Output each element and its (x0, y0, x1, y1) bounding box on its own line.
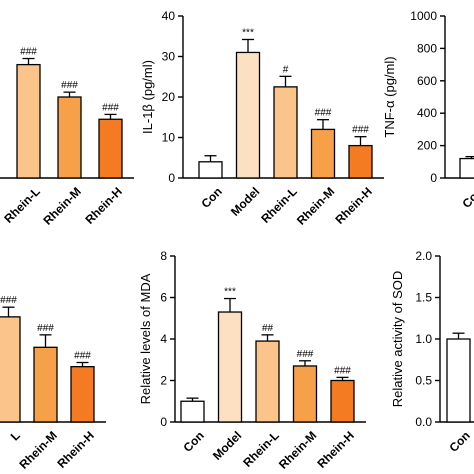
significance-label: *** (242, 27, 254, 38)
x-tick-label: Rhein-H (332, 184, 374, 226)
bar (198, 161, 223, 179)
chart-panel-bottom-right: 0.0 0.5 1.0 1.5 2.0 Relative activity of SOD C… (390, 249, 474, 455)
y-tick-label: 8 (160, 249, 167, 263)
x-tick-label: Rhein-M (40, 184, 83, 227)
chart-panel-bottom-middle: 0 2 4 6 8 Relative levels of MDA Con *** Model ##… (138, 249, 366, 472)
x-tick-label: Rhein-L (1, 184, 42, 225)
x-tick-label: Rhein-H (314, 428, 356, 470)
bar (33, 346, 58, 423)
y-tick-label: 800 (417, 41, 437, 55)
x-tick-label: Rhein-M (294, 184, 337, 227)
y-tick-label: 1000 (410, 9, 437, 23)
y-axis-label: Relative levels of MDA (138, 273, 153, 404)
bar (273, 86, 298, 179)
x-tick-label: Rhein-M (16, 428, 59, 471)
y-tick-label: 6 (160, 291, 167, 305)
y-tick-label: 0 (160, 415, 167, 429)
bar (330, 379, 355, 423)
y-tick-label: 200 (417, 139, 437, 153)
bar (217, 311, 243, 423)
bar (310, 128, 336, 179)
significance-label: ### (61, 80, 78, 91)
bar (16, 63, 41, 179)
y-tick-label: 0.5 (415, 374, 432, 388)
x-tick-label: Model (228, 184, 262, 218)
bar (446, 338, 471, 423)
bar (235, 51, 261, 179)
significance-label: ### (352, 125, 369, 136)
x-tick-label: Rhein-L (240, 428, 281, 469)
chart-panel-top-left: ### Rhein-L ### Rhein-M ### Rhein-H (0, 47, 134, 228)
significance-label: ### (74, 351, 91, 362)
significance-label: ### (315, 108, 332, 119)
y-tick-label: 2 (160, 374, 167, 388)
significance-label: ### (102, 102, 119, 113)
bar (70, 366, 95, 423)
x-tick-label: Rhein-H (82, 184, 124, 226)
y-tick-label: 20 (162, 90, 176, 104)
chart-panel-top-middle: 0 10 20 30 40 IL-1β (pg/ml) Con *** Model # Rhein-… (140, 9, 384, 228)
x-tick-label: Rhein-L (258, 184, 299, 225)
y-tick-label: 1.5 (415, 291, 432, 305)
significance-label: ### (37, 323, 54, 334)
bar (57, 96, 82, 179)
significance-label: ## (262, 323, 274, 334)
significance-label: *** (224, 287, 236, 298)
x-tick-label: Model (210, 428, 244, 462)
bar (180, 400, 205, 423)
significance-label: ### (0, 295, 17, 306)
x-tick-label: L (8, 428, 23, 443)
y-tick-label: 0.0 (415, 415, 432, 429)
chart-panel-bottom-left: ### L ### Rhein-M ### Rhein-H (0, 295, 106, 472)
y-tick-label: 4 (160, 332, 167, 346)
x-tick-label: Con (180, 428, 206, 454)
x-tick-label: Rhein-H (54, 428, 96, 470)
significance-label: # (283, 64, 289, 75)
significance-label: ### (20, 47, 37, 58)
bar (255, 340, 280, 423)
y-axis-label: Relative activity of SOD (390, 271, 405, 408)
x-tick-label: Con (446, 428, 472, 454)
y-tick-label: 40 (162, 9, 176, 23)
bar (459, 157, 474, 179)
y-tick-label: 1.0 (415, 332, 432, 346)
y-tick-label: 30 (162, 50, 176, 64)
bar (348, 144, 373, 179)
significance-label: ### (297, 349, 314, 360)
y-tick-label: 2.0 (415, 249, 432, 263)
y-tick-label: 400 (417, 106, 437, 120)
bar (0, 316, 21, 423)
y-tick-label: 10 (162, 131, 176, 145)
y-axis-label: TNF-α (pg/ml) (382, 56, 397, 137)
bar (98, 118, 123, 179)
bar (292, 365, 318, 423)
y-tick-label: 0 (168, 171, 175, 185)
y-tick-label: 600 (417, 74, 437, 88)
y-tick-label: 0 (430, 171, 437, 185)
significance-label: ### (334, 365, 351, 376)
x-tick-label: Rhein-M (276, 428, 319, 471)
y-axis-label: IL-1β (pg/ml) (140, 60, 155, 134)
x-tick-label: Con (198, 184, 224, 210)
x-tick-label: Con (459, 184, 474, 210)
